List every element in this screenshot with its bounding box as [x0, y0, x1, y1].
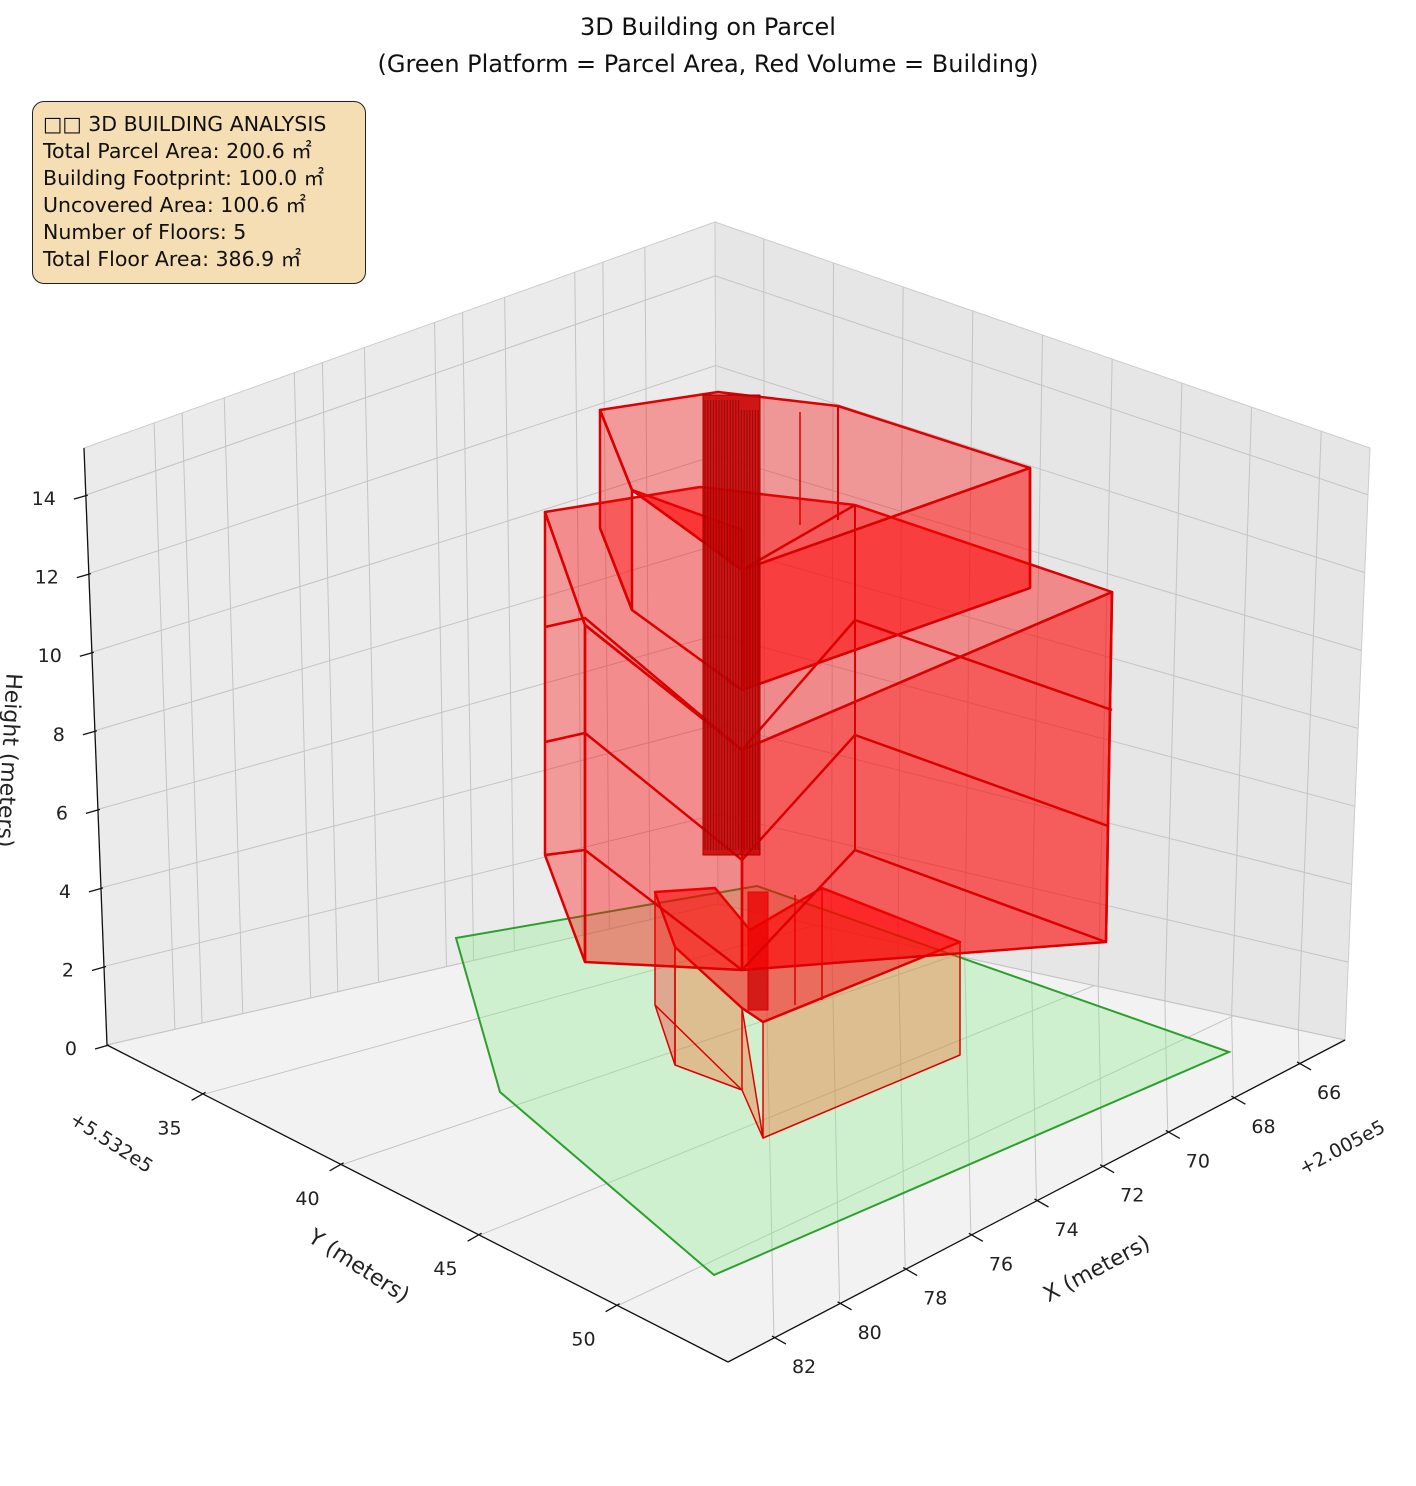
x-tick-label: 82 — [792, 1356, 816, 1378]
x-axis-line — [727, 1039, 1346, 1363]
y-grid-line — [223, 397, 244, 1014]
x-grid-line — [1231, 407, 1253, 1016]
y-tick-mark — [605, 1303, 620, 1313]
z-tick-mark — [82, 730, 98, 736]
z-tick-mark — [79, 651, 95, 657]
x-tick-label: 74 — [1055, 1219, 1079, 1241]
x-floor-grid-line — [1031, 971, 1037, 1202]
x-tick-mark — [1296, 1061, 1312, 1071]
z-tick-label: 14 — [32, 488, 56, 510]
y-floor-grid-line — [479, 985, 1095, 1236]
z-axis-line — [83, 447, 108, 1046]
z-tick-label: 2 — [62, 959, 74, 981]
z-tick-label: 12 — [35, 567, 59, 589]
z-tick-mark — [88, 887, 104, 893]
info-heading: □□ 3D BUILDING ANALYSIS — [43, 112, 327, 136]
x-tick-label: 66 — [1317, 1082, 1341, 1104]
y-tick-label: 45 — [433, 1258, 457, 1280]
core-ribs — [704, 400, 759, 850]
analysis-info-box: □□ 3D BUILDING ANALYSIS Total Parcel Are… — [32, 101, 366, 284]
y-floor-grid-line — [341, 954, 956, 1166]
y-grid-line — [181, 412, 203, 1024]
z-tick-label: 0 — [65, 1038, 77, 1060]
y-grid-line — [153, 422, 176, 1030]
info-uncovered-area: Uncovered Area: 100.6 ㎡ — [43, 193, 306, 217]
x-tick-mark — [1231, 1095, 1246, 1105]
building-edge — [1104, 591, 1114, 943]
x-tick-mark — [1099, 1164, 1115, 1174]
y-offset-label: +5.532e5 — [66, 1108, 157, 1178]
y-tick-mark — [467, 1232, 482, 1242]
x-tick-mark — [771, 1335, 787, 1345]
y-grid-line — [321, 362, 339, 992]
z-tick-mark — [94, 1044, 110, 1050]
y-tick-label: 40 — [295, 1188, 319, 1210]
floor-slab-line — [598, 527, 1031, 692]
z-axis-label: Height (meters) — [0, 673, 26, 849]
y-grid-line — [434, 322, 447, 967]
axis-lines — [83, 447, 1346, 1363]
z-tick-label: 8 — [53, 724, 65, 746]
x-floor-grid-line — [964, 957, 972, 1236]
y-grid-line — [602, 262, 610, 930]
y-tick-mark — [329, 1162, 344, 1172]
x-tick-mark — [968, 1232, 984, 1242]
z-tick-mark — [73, 494, 88, 500]
y-tick-label: 50 — [571, 1329, 595, 1351]
y-grid-line — [293, 372, 312, 999]
x-tick-mark — [902, 1266, 918, 1277]
x-tick-mark — [1165, 1129, 1181, 1140]
z-tick-mark — [76, 573, 92, 579]
info-footprint: Building Footprint: 100.0 ㎡ — [43, 166, 325, 190]
x-floor-grid-line — [897, 943, 906, 1270]
y-grid-line — [644, 247, 651, 920]
x-tick-label: 78 — [923, 1288, 947, 1310]
x-tick-mark — [1034, 1198, 1049, 1208]
y-tick-mark — [191, 1091, 206, 1101]
info-parcel-area: Total Parcel Area: 200.6 ㎡ — [43, 139, 312, 163]
x-tick-label: 76 — [989, 1253, 1013, 1275]
z-tick-label: 4 — [59, 881, 71, 903]
y-grid-line — [462, 312, 475, 961]
y-axis-line — [106, 1044, 729, 1363]
chart-subtitle: (Green Platform = Parcel Area, Red Volum… — [377, 50, 1038, 78]
x-tick-label: 70 — [1186, 1150, 1210, 1172]
x-tick-label: 80 — [858, 1322, 882, 1344]
y-tick-label: 35 — [157, 1117, 181, 1139]
lower-wing-edge — [654, 1004, 743, 1091]
building-volume — [543, 390, 1114, 1139]
x-offset-label: +2.005e5 — [1295, 1116, 1388, 1180]
central-core — [702, 394, 761, 856]
x-grid-line — [1164, 383, 1183, 1001]
x-tick-label: 68 — [1251, 1116, 1275, 1138]
chart-title: 3D Building on Parcel — [580, 13, 836, 41]
info-floors: Number of Floors: 5 — [43, 220, 247, 244]
y-floor-grid-line — [617, 1015, 1234, 1307]
x-floor-grid-line — [1231, 1015, 1234, 1099]
y-axis-label: Y (meters) — [303, 1224, 414, 1308]
x-axis-label: X (meters) — [1039, 1231, 1154, 1308]
z-tick-label: 6 — [56, 802, 68, 824]
x-floor-grid-line — [1297, 1029, 1300, 1064]
z-tick-mark — [91, 965, 107, 972]
z-tick-label: 10 — [38, 645, 62, 667]
z-tick-mark — [85, 808, 101, 814]
floor-slab-line — [741, 503, 856, 572]
x-floor-grid-line — [1097, 986, 1103, 1167]
y-grid-line — [504, 297, 515, 952]
x-tick-label: 72 — [1120, 1185, 1144, 1207]
x-grid-line — [1297, 431, 1322, 1030]
info-total-floor-area: Total Floor Area: 386.9 ㎡ — [43, 247, 302, 271]
x-floor-grid-line — [1164, 1000, 1169, 1133]
y-grid-line — [363, 347, 380, 983]
x-tick-mark — [837, 1301, 852, 1311]
